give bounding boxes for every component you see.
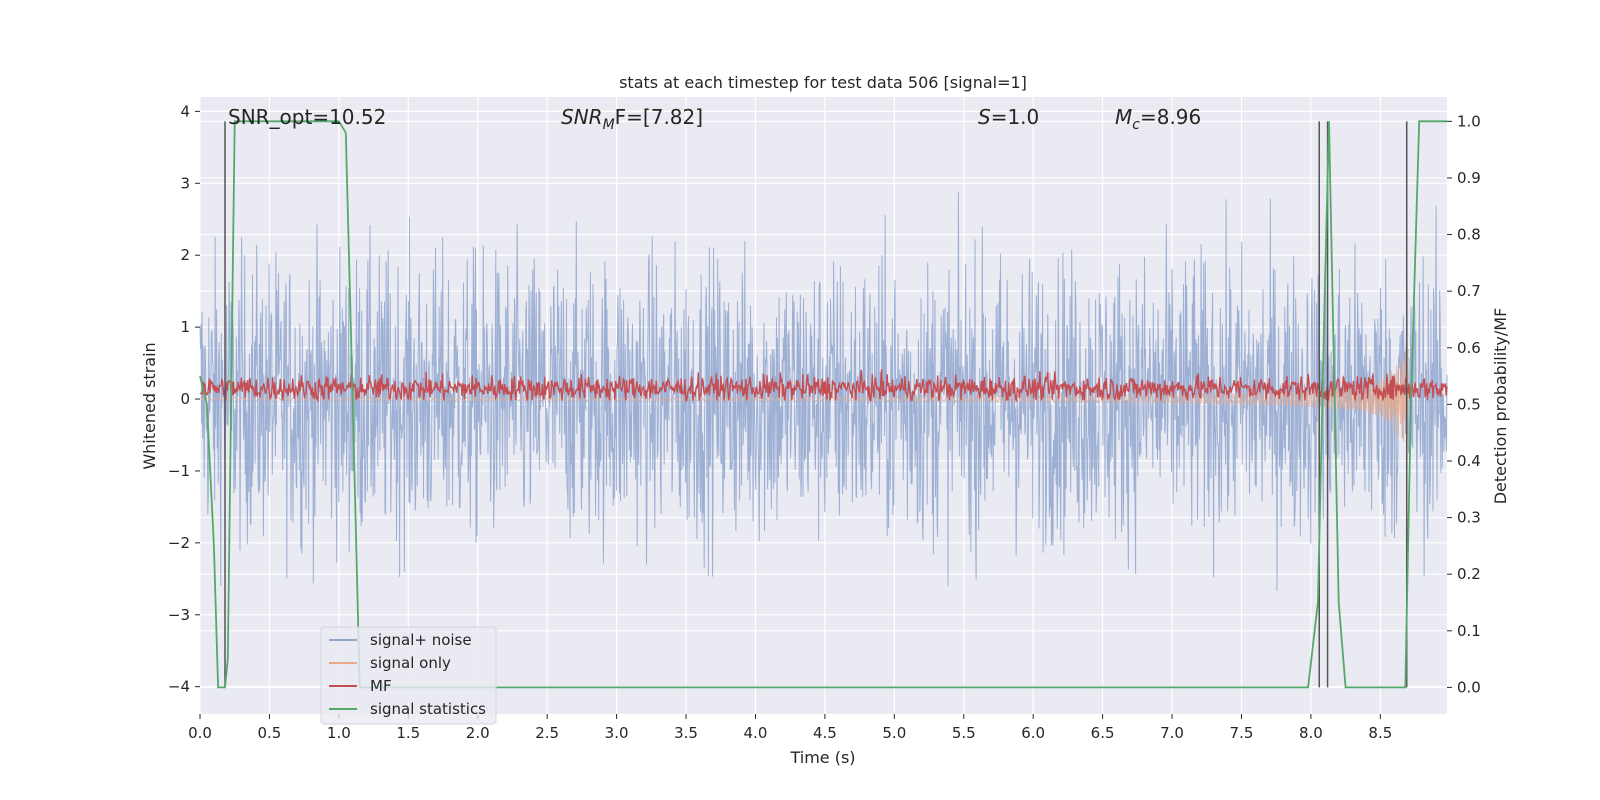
y-right-tick-label: 0.8 [1457, 226, 1481, 244]
annotation-mc-value: =8.96 [1140, 105, 1201, 129]
legend-box [320, 626, 497, 725]
x-tick-label: 7.0 [1160, 724, 1184, 742]
y-axis-right-ticks: 0.0 0.1 0.2 0.3 0.4 0.5 0.6 0.7 0.8 0.9 1.0 [1447, 112, 1481, 696]
y-right-tick-label: 0.2 [1457, 565, 1481, 583]
x-tick-label: 2.0 [466, 724, 490, 742]
y-left-tick-label: −4 [168, 678, 190, 696]
x-tick-label: 5.0 [882, 724, 906, 742]
x-tick-label: 0.0 [188, 724, 212, 742]
x-tick-label: 3.0 [605, 724, 629, 742]
legend-label-mf: MF [370, 677, 392, 695]
y-left-tick-label: 1 [180, 318, 190, 336]
y-left-tick-label: −2 [168, 534, 190, 552]
legend-label-statistics: signal statistics [370, 700, 486, 718]
y-axis-right-label: Detection probability/MF [1491, 308, 1510, 505]
x-tick-label: 6.0 [1021, 724, 1045, 742]
y-left-tick-label: −3 [168, 606, 190, 624]
y-left-tick-label: 4 [180, 102, 190, 120]
x-tick-label: 8.0 [1299, 724, 1323, 742]
x-tick-label: 1.0 [327, 724, 351, 742]
annotation-snr-opt: SNR_opt=10.52 [228, 105, 386, 129]
x-axis-ticks: 0.0 0.5 1.0 1.5 2.0 2.5 3.0 3.5 4.0 4.5 5.0 5.5 6.0 6… [188, 714, 1392, 742]
x-tick-label: 5.5 [952, 724, 976, 742]
y-axis-left-label: Whitened strain [140, 342, 159, 469]
x-tick-label: 7.5 [1230, 724, 1254, 742]
signal-noise-series [199, 191, 1448, 592]
y-left-tick-label: 0 [180, 390, 190, 408]
x-tick-label: 3.5 [674, 724, 698, 742]
y-right-tick-label: 0.5 [1457, 395, 1481, 413]
x-tick-label: 6.5 [1091, 724, 1115, 742]
x-tick-label: 4.0 [744, 724, 768, 742]
y-right-tick-label: 0.4 [1457, 452, 1481, 470]
y-right-tick-label: 0.7 [1457, 282, 1481, 300]
y-right-tick-label: 0.1 [1457, 622, 1481, 640]
y-left-tick-label: 2 [180, 246, 190, 264]
y-right-tick-label: 0.0 [1457, 678, 1481, 696]
x-tick-label: 8.5 [1368, 724, 1392, 742]
y-right-tick-label: 0.3 [1457, 509, 1481, 527]
x-tick-label: 2.5 [535, 724, 559, 742]
y-left-tick-label: −1 [168, 462, 190, 480]
y-left-tick-label: 3 [180, 174, 190, 192]
mf-series [199, 369, 1448, 403]
annotation-mc: Mc=8.96 [1115, 105, 1201, 133]
signal-noise-line [199, 191, 1448, 592]
chart-title: stats at each timestep for test data 506… [619, 73, 1027, 92]
y-right-tick-label: 0.9 [1457, 169, 1481, 187]
x-axis-label: Time (s) [789, 748, 855, 767]
y-axis-left-ticks: −4 −3 −2 −1 0 1 2 3 4 [168, 102, 200, 696]
annotation-snr-mf: SNRMF=[7.82] [561, 105, 703, 133]
legend-label-signal: signal only [370, 654, 451, 672]
x-tick-label: 1.5 [396, 724, 420, 742]
annotation-s: S=1.0 [978, 105, 1039, 129]
legend-label-noise: signal+ noise [370, 631, 472, 649]
x-tick-label: 0.5 [258, 724, 282, 742]
mf-line [199, 369, 1448, 403]
x-tick-label: 4.5 [813, 724, 837, 742]
annotation-s-value: =1.0 [991, 105, 1040, 129]
grid [199, 97, 1447, 714]
annotation-snr-mf-value: F=[7.82] [615, 105, 703, 129]
y-right-tick-label: 1.0 [1457, 112, 1481, 130]
legend: signal+ noise signal only MF signal stat… [320, 626, 497, 725]
y-right-tick-label: 0.6 [1457, 339, 1481, 357]
